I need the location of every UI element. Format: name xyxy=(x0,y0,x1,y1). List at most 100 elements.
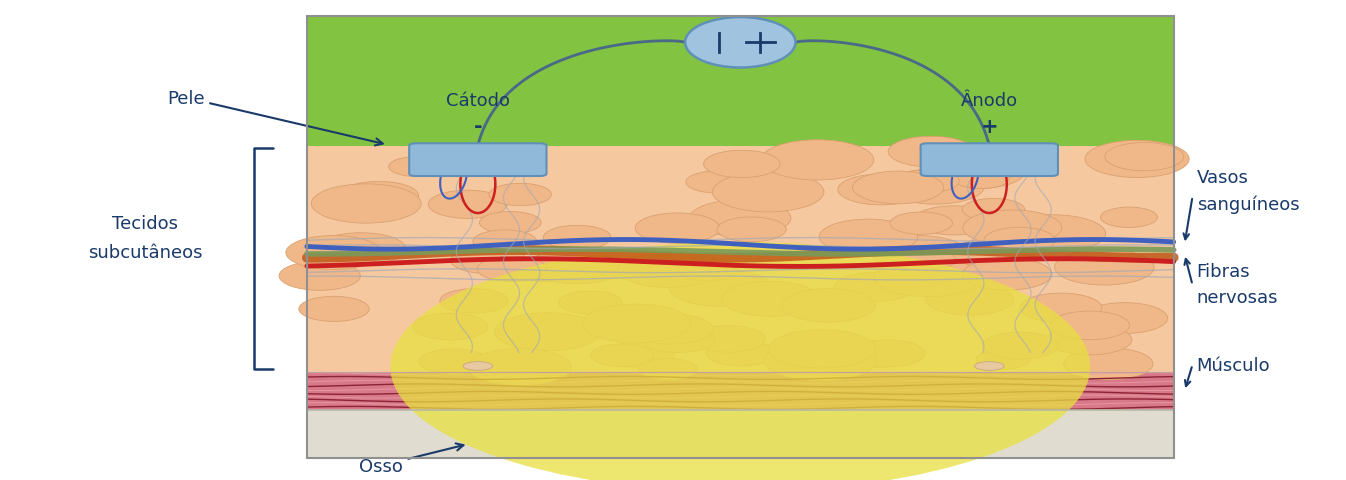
Circle shape xyxy=(707,341,777,366)
Circle shape xyxy=(962,211,1062,246)
Circle shape xyxy=(782,289,875,323)
Circle shape xyxy=(559,291,622,314)
Circle shape xyxy=(316,233,406,265)
Circle shape xyxy=(1050,308,1131,336)
Text: nervosas: nervosas xyxy=(1197,288,1279,307)
Circle shape xyxy=(962,259,1053,290)
Circle shape xyxy=(820,220,918,255)
Circle shape xyxy=(888,137,975,168)
Circle shape xyxy=(1081,303,1167,334)
Ellipse shape xyxy=(685,18,795,69)
Circle shape xyxy=(926,284,1014,315)
Text: Fibras: Fibras xyxy=(1197,262,1250,280)
Circle shape xyxy=(544,226,611,250)
Circle shape xyxy=(717,217,786,242)
Circle shape xyxy=(279,262,361,291)
Circle shape xyxy=(890,213,953,235)
Bar xyxy=(307,17,1174,146)
Bar xyxy=(307,410,1174,458)
Circle shape xyxy=(689,201,791,237)
Circle shape xyxy=(962,199,1024,221)
Circle shape xyxy=(712,173,824,212)
Circle shape xyxy=(895,170,960,193)
Circle shape xyxy=(1000,216,1105,253)
Ellipse shape xyxy=(390,242,1090,480)
Circle shape xyxy=(1055,250,1154,286)
Circle shape xyxy=(669,270,773,307)
Circle shape xyxy=(635,214,720,244)
Circle shape xyxy=(886,169,984,205)
Circle shape xyxy=(489,184,552,206)
Circle shape xyxy=(495,313,600,351)
Circle shape xyxy=(1050,312,1129,340)
Circle shape xyxy=(984,228,1055,253)
Text: Pele: Pele xyxy=(167,89,382,146)
Circle shape xyxy=(678,260,738,281)
Circle shape xyxy=(472,230,537,253)
Circle shape xyxy=(629,314,713,344)
Bar xyxy=(307,372,1174,410)
Bar xyxy=(307,146,1174,372)
Circle shape xyxy=(976,350,1030,369)
Circle shape xyxy=(618,252,717,288)
Circle shape xyxy=(852,172,944,204)
Circle shape xyxy=(704,151,781,178)
Ellipse shape xyxy=(975,362,1004,371)
Circle shape xyxy=(285,236,381,270)
Text: Vasos: Vasos xyxy=(1197,168,1249,187)
Circle shape xyxy=(686,172,747,193)
Circle shape xyxy=(760,141,874,180)
Circle shape xyxy=(476,257,548,282)
Circle shape xyxy=(837,175,925,205)
Circle shape xyxy=(1105,143,1184,171)
Circle shape xyxy=(591,344,654,367)
Text: +: + xyxy=(980,117,999,137)
Text: subcutâneos: subcutâneos xyxy=(87,243,203,261)
Circle shape xyxy=(989,149,1051,171)
Text: Ânodo: Ânodo xyxy=(961,92,1018,110)
Circle shape xyxy=(1085,141,1189,178)
Circle shape xyxy=(1020,293,1102,323)
Circle shape xyxy=(969,151,1024,171)
Circle shape xyxy=(769,330,876,368)
Circle shape xyxy=(428,191,507,219)
Circle shape xyxy=(839,341,914,368)
Text: Osso: Osso xyxy=(359,444,463,475)
Circle shape xyxy=(479,212,541,234)
Circle shape xyxy=(1101,208,1158,228)
Circle shape xyxy=(871,236,966,270)
Circle shape xyxy=(983,332,1058,360)
Circle shape xyxy=(528,249,626,284)
Circle shape xyxy=(849,340,925,367)
Circle shape xyxy=(1063,348,1154,380)
Circle shape xyxy=(451,247,526,274)
Circle shape xyxy=(603,342,674,368)
Text: sanguíneos: sanguíneos xyxy=(1197,195,1299,213)
Circle shape xyxy=(299,297,369,322)
Circle shape xyxy=(690,326,766,352)
FancyBboxPatch shape xyxy=(409,144,546,177)
Circle shape xyxy=(440,289,509,313)
Circle shape xyxy=(953,169,1010,189)
Circle shape xyxy=(413,313,487,340)
Circle shape xyxy=(583,304,690,343)
Ellipse shape xyxy=(463,362,493,371)
Circle shape xyxy=(953,239,1034,268)
Circle shape xyxy=(511,256,587,282)
Circle shape xyxy=(419,349,490,374)
Circle shape xyxy=(765,341,876,381)
Circle shape xyxy=(874,259,981,297)
FancyBboxPatch shape xyxy=(921,144,1058,177)
Circle shape xyxy=(931,156,1024,189)
Bar xyxy=(307,17,1174,458)
Text: Músculo: Músculo xyxy=(1197,356,1271,374)
Circle shape xyxy=(1047,325,1132,355)
Circle shape xyxy=(339,182,419,211)
Text: Tecidos: Tecidos xyxy=(112,214,179,232)
Circle shape xyxy=(311,184,421,224)
Circle shape xyxy=(468,349,571,385)
Text: Cátodo: Cátodo xyxy=(446,92,510,110)
Circle shape xyxy=(641,326,715,353)
Circle shape xyxy=(913,206,995,236)
Circle shape xyxy=(835,273,915,302)
